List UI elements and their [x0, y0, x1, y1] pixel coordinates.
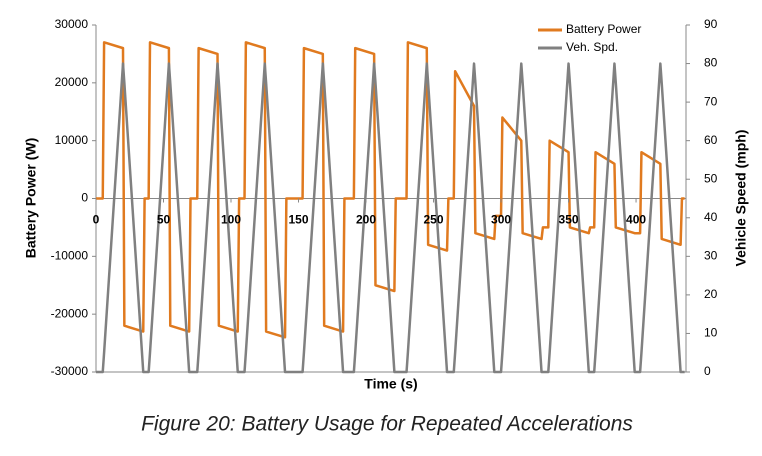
y-axis-label: Battery Power (W) — [23, 138, 39, 259]
y2-tick-label: 30 — [704, 249, 718, 263]
series-line — [96, 62, 685, 374]
x-tick-label: 200 — [356, 213, 376, 227]
x-tick-label: 350 — [559, 213, 579, 227]
x-tick-label: 300 — [491, 213, 511, 227]
x-axis-label: Time (s) — [364, 376, 417, 392]
y-tick-label: 20000 — [55, 75, 89, 89]
x-tick-label: 250 — [424, 213, 444, 227]
y2-axis-label: Vehicle Speed (mph) — [733, 130, 749, 267]
y2-tick-label: 20 — [704, 287, 718, 301]
series-line — [96, 41, 685, 339]
y2-tick-label: 80 — [704, 56, 718, 70]
y-tick-label: -10000 — [51, 249, 89, 263]
legend-label: Battery Power — [566, 22, 641, 36]
y2-tick-label: 10 — [704, 326, 718, 340]
y2-tick-label: 0 — [704, 364, 711, 378]
y-tick-label: -30000 — [51, 364, 89, 378]
legend-label: Veh. Spd. — [566, 40, 618, 54]
x-tick-label: 50 — [157, 213, 171, 227]
y2-tick-label: 70 — [704, 94, 718, 108]
y-tick-label: -20000 — [51, 306, 89, 320]
y2-tick-label: 90 — [704, 17, 718, 31]
x-tick-label: 100 — [221, 213, 241, 227]
y2-tick-label: 50 — [704, 171, 718, 185]
y-tick-label: 10000 — [55, 133, 89, 147]
y-tick-label: 30000 — [55, 17, 89, 31]
y-tick-label: 0 — [81, 191, 88, 205]
x-tick-label: 150 — [289, 213, 309, 227]
x-tick-label: 0 — [93, 213, 100, 227]
x-tick-label: 400 — [626, 213, 646, 227]
caption: Figure 20: Battery Usage for Repeated Ac… — [141, 413, 633, 436]
y2-tick-label: 40 — [704, 210, 718, 224]
y2-tick-label: 60 — [704, 133, 718, 147]
